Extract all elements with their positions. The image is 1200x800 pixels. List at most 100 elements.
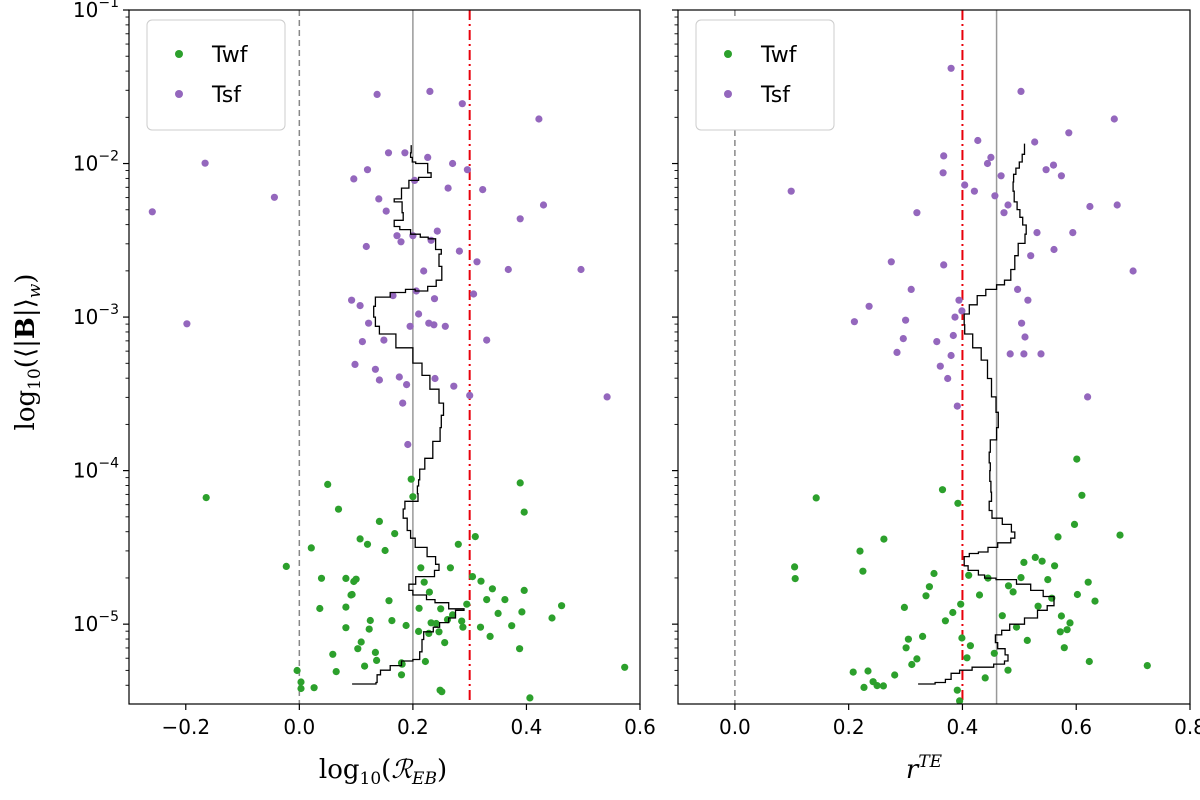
left-twf-point [415,627,423,636]
left-tsf-point [535,115,543,123]
right-tsf-point [1014,285,1022,293]
left-twf-point [342,574,350,583]
left-twf-point [441,639,449,647]
right-tsf-point [1017,87,1025,95]
left-twf-point [324,480,332,488]
left-tsf-point [577,265,585,274]
right-tsf-point [1084,393,1092,401]
right-x-tick-label: 0.0 [719,715,751,739]
right-tsf-point [899,335,907,343]
right-tsf-point [907,285,915,293]
left-twf-point [356,535,364,543]
y-axis-label: log10(⟨|B|⟩w) [11,274,45,431]
right-x-tick-label: 0.4 [947,715,979,739]
right-twf-point [1060,644,1068,652]
left-twf-point [463,600,471,608]
left-twf-point [477,577,485,585]
left-tsf-point [603,393,611,401]
left-series-tsf [148,87,611,449]
right-twf-point [1031,553,1039,562]
left-tsf-point [426,87,434,95]
left-twf-point [520,586,528,595]
right-tsf-point [1042,166,1050,174]
left-legend-box [146,19,286,131]
right-twf-point [1057,612,1065,620]
right-twf-point [954,499,962,507]
right-twf-point [938,486,947,494]
right-twf-point [849,668,857,676]
right-tsf-point [939,169,947,177]
left-y-tick-label: 10−2 [73,149,119,176]
right-twf-point [941,617,950,625]
right-twf-point [966,642,975,650]
right-twf-point [860,683,868,692]
left-series-twf [202,475,629,702]
left-x-tick-label: −0.2 [161,715,210,739]
left-twf-point [409,493,417,501]
left-twf-point [352,575,360,583]
left-tsf-point [466,391,474,399]
right-series-tsf [787,64,1137,410]
right-twf-point [1044,576,1052,584]
right-tsf-point [1113,201,1121,209]
left-twf-point [508,622,516,630]
right-tsf-point [944,374,952,383]
right-twf-point [1073,455,1081,463]
left-y-tick-label: 10−3 [73,302,119,329]
left-twf-point [520,508,528,516]
right-x-tick-label: 0.6 [1060,715,1092,739]
panel-left: −0.2 0.0 0.2 0.4 0.610−510−410−310−210−1TwfT… [73,0,656,739]
right-twf-point [1066,619,1074,627]
left-legend: Twf Tsf [146,19,286,131]
right-tsf-point [961,181,969,189]
left-twf-point [518,608,526,616]
left-tsf-point [450,382,458,390]
right-tsf-point [1020,350,1028,358]
left-y-tick-label: 10−4 [73,456,119,483]
right-tsf-point [947,351,955,360]
left-twf-point [471,533,479,541]
right-axes-frame [677,9,1191,705]
left-tsf-point [433,227,441,235]
left-legend-label-tsf: Tsf [211,83,242,108]
right-tsf-point [949,331,957,340]
left-x-tick-label: 0.0 [283,715,315,739]
left-tsf-point [375,376,383,384]
right-twf-point [1073,590,1081,599]
left-twf-point [366,616,374,625]
left-twf-point [316,604,324,613]
left-tsf-point [483,336,491,344]
right-twf-point [880,535,888,543]
right-tsf-point [953,402,961,410]
left-twf-point [402,621,410,630]
right-twf-point [1091,597,1099,605]
right-twf-point [1009,588,1017,596]
left-twf-point [417,564,425,572]
right-twf-point [1020,558,1028,567]
left-tsf-point [356,302,364,310]
left-tsf-point [371,365,379,373]
right-x-tick-label: 0.2 [833,715,865,739]
left-twf-point [375,517,383,526]
left-tsf-point [458,100,466,108]
left-twf-point [371,648,379,657]
left-tsf-point [270,193,278,201]
left-axes-frame [128,9,641,705]
left-twf-point [420,578,428,586]
left-twf-point [437,605,445,613]
right-twf-point [891,671,899,679]
right-tsf-point [787,187,795,195]
right-twf-point [1143,662,1151,670]
right-twf-point [900,603,909,612]
right-twf-point [925,583,934,591]
left-tsf-point [380,336,388,344]
right-tsf-point [936,362,944,370]
right-twf-point [1063,626,1071,634]
right-twf-point [873,682,881,690]
right-tsf-point [1086,202,1094,211]
right-series-twf [791,455,1151,704]
left-tsf-point [201,159,209,167]
right-twf-point [864,667,872,675]
left-tsf-point [415,310,423,318]
right-tsf-point [902,316,910,324]
